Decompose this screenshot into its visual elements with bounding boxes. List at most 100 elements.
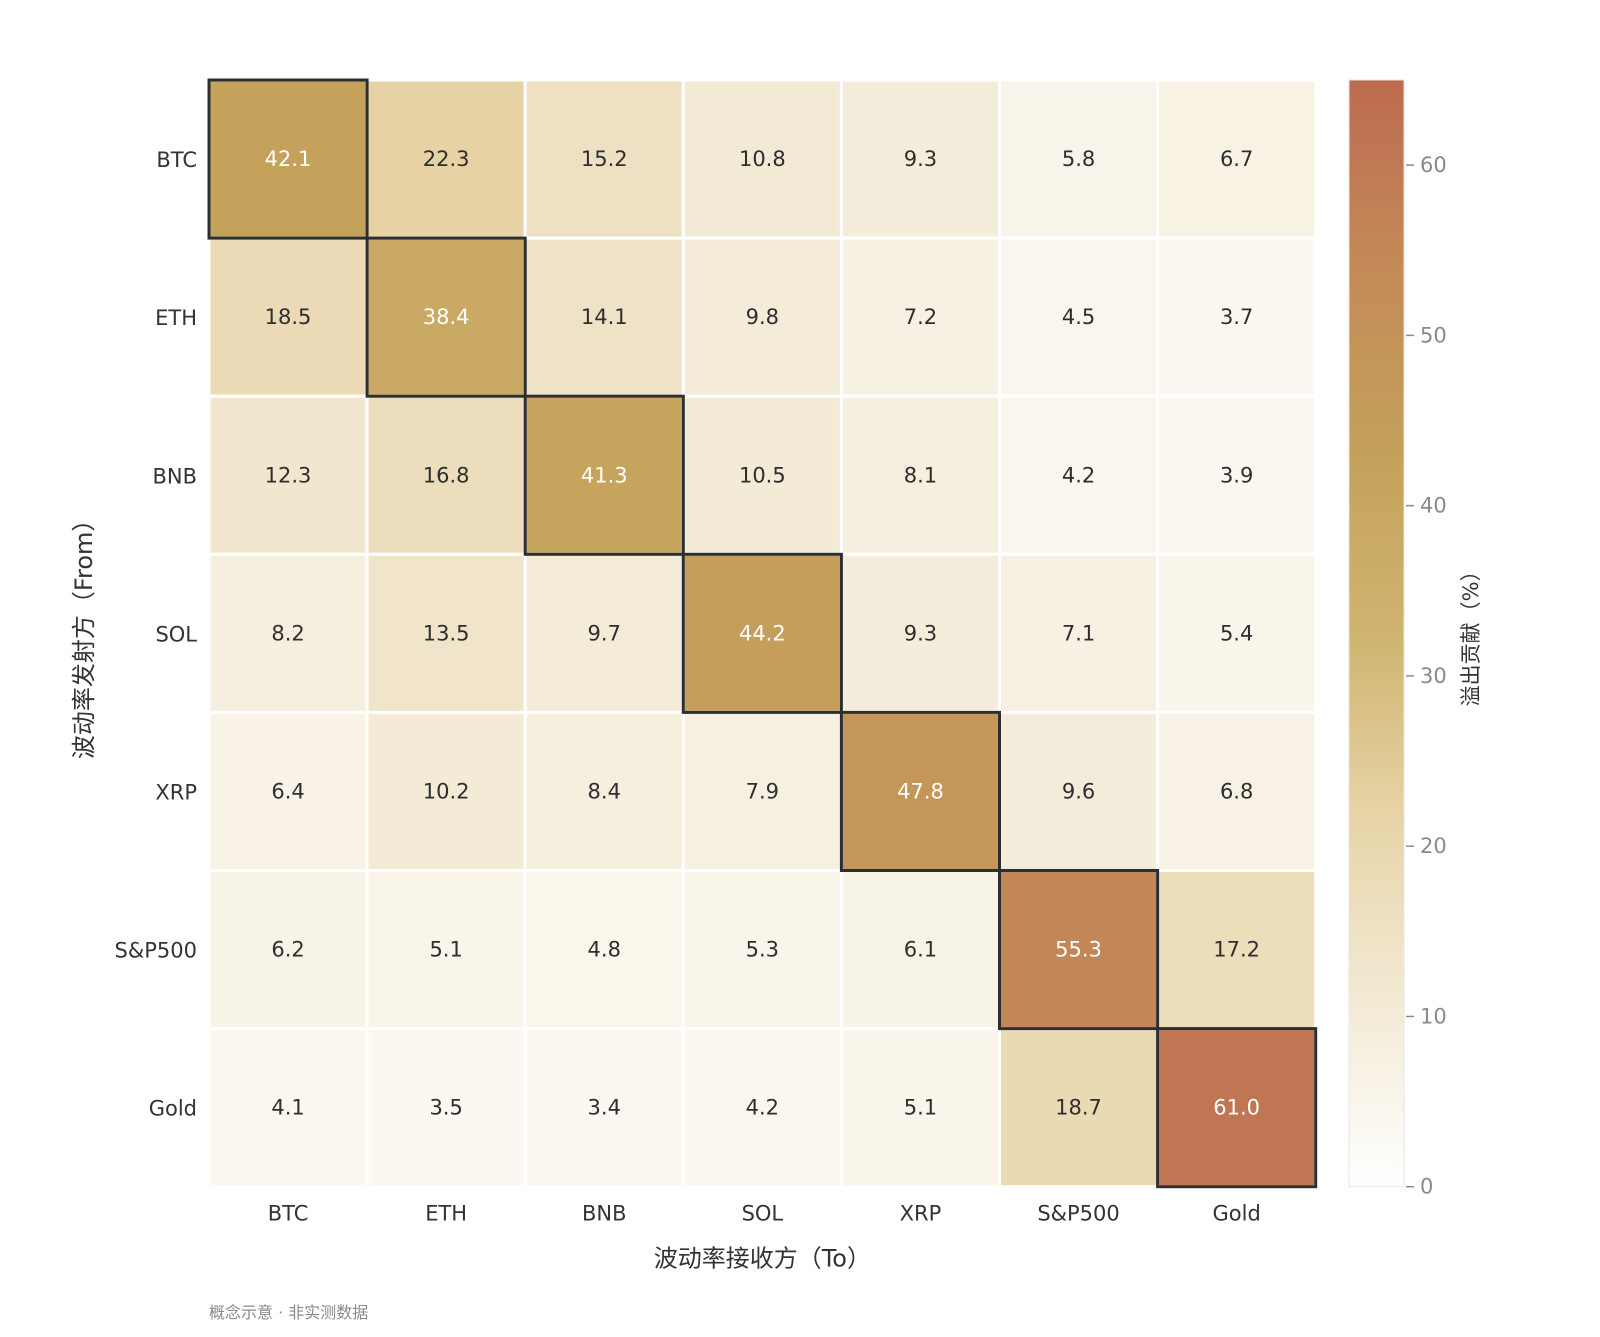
- cell-value-label: 7.2: [904, 305, 937, 329]
- x-tick-label: Gold: [1213, 1202, 1261, 1226]
- x-tick-label: BTC: [268, 1202, 309, 1226]
- cell-value-label: 5.8: [1062, 147, 1095, 171]
- colorbar-tick-label: 60: [1420, 153, 1447, 177]
- heatmap-cell: [839, 236, 1002, 398]
- cell-value-label: 10.2: [423, 779, 470, 803]
- diagonal-highlights: [207, 78, 1318, 1189]
- colorbar-tick-label: 0: [1420, 1175, 1433, 1199]
- colorbar-ticks: 0 10 20 30 40 50 60: [1406, 153, 1447, 1199]
- heatmap-cell: [207, 78, 369, 240]
- heatmap-cell: [1156, 394, 1318, 556]
- diagonal-highlight: [839, 710, 1002, 873]
- cell-value-label: 3.4: [588, 1096, 621, 1120]
- diagonal-highlight: [365, 236, 527, 398]
- cell-value-label: 9.6: [1062, 779, 1095, 803]
- colorbar: [1348, 79, 1405, 1188]
- heatmap-cell: [207, 236, 369, 398]
- cell-value-labels: 42.1 22.3 15.2 10.8 9.3 5.8 6.7 18.5 38.4 14.1 9.8…: [265, 147, 1260, 1120]
- x-tick-label: ETH: [425, 1202, 467, 1226]
- heatmap-cell: [365, 869, 527, 1031]
- cell-value-label: 47.8: [897, 779, 944, 803]
- heatmap-cell: [1156, 236, 1318, 398]
- cell-value-label: 22.3: [423, 147, 470, 171]
- cell-value-label: 6.1: [904, 938, 937, 962]
- cell-value-label: 12.3: [265, 463, 312, 487]
- cell-value-label: 9.7: [588, 621, 621, 645]
- heatmap-cell: [1156, 552, 1318, 714]
- cell-value-label: 17.2: [1213, 938, 1260, 962]
- cell-value-label: 3.9: [1220, 463, 1253, 487]
- heatmap-cell: [365, 552, 527, 714]
- cell-value-label: 10.8: [739, 147, 786, 171]
- cell-value-label: 4.5: [1062, 305, 1095, 329]
- heatmap-cell: [207, 869, 369, 1031]
- heatmap-cell: [998, 78, 1160, 240]
- x-tick-label: SOL: [742, 1202, 784, 1226]
- diagonal-highlight: [681, 552, 843, 714]
- cell-value-label: 5.1: [429, 938, 462, 962]
- cell-value-label: 13.5: [423, 621, 470, 645]
- cell-value-label: 5.4: [1220, 621, 1253, 645]
- heatmap-cell: [998, 1027, 1160, 1189]
- cell-value-label: 41.3: [581, 463, 628, 487]
- y-tick-label: BNB: [152, 464, 197, 488]
- footnote: 概念示意 · 非实测数据: [209, 1303, 369, 1322]
- cell-value-label: 4.2: [746, 1096, 779, 1120]
- y-tick-label: SOL: [155, 622, 197, 646]
- heatmap-cell: [839, 394, 1002, 556]
- heatmap-cell: [207, 1027, 369, 1189]
- cell-value-label: 3.5: [429, 1096, 462, 1120]
- heatmap-cell: [1156, 1027, 1318, 1189]
- colorbar-tick-label: 10: [1420, 1004, 1447, 1028]
- cell-value-label: 6.2: [271, 938, 304, 962]
- cell-value-label: 15.2: [581, 147, 628, 171]
- cell-value-label: 16.8: [423, 463, 470, 487]
- x-axis-ticks: BTC ETH BNB SOL XRP S&P500 Gold: [268, 1202, 1261, 1226]
- cell-value-label: 5.3: [746, 938, 779, 962]
- cell-value-label: 18.5: [265, 305, 312, 329]
- cell-value-label: 38.4: [423, 305, 470, 329]
- diagonal-highlight: [1156, 1027, 1318, 1189]
- y-axis-ticks: BTC ETH BNB SOL XRP S&P500 Gold: [115, 148, 198, 1121]
- cell-value-label: 8.2: [271, 621, 304, 645]
- heatmap-cell: [365, 78, 527, 240]
- heatmap-cell: [523, 710, 685, 873]
- cell-value-label: 4.1: [271, 1096, 304, 1120]
- heatmap-cell: [681, 869, 843, 1031]
- cell-value-label: 14.1: [581, 305, 628, 329]
- diagonal-highlight: [523, 394, 685, 556]
- y-tick-label: Gold: [149, 1097, 197, 1121]
- cell-value-label: 9.8: [746, 305, 779, 329]
- cell-value-label: 4.2: [1062, 463, 1095, 487]
- y-tick-label: BTC: [156, 148, 197, 172]
- heatmap-cell: [681, 1027, 843, 1189]
- y-tick-label: ETH: [155, 306, 197, 330]
- cell-value-label: 18.7: [1055, 1096, 1102, 1120]
- x-axis-title: 波动率接收方（To）: [654, 1245, 871, 1273]
- colorbar-label: 溢出贡献（%）: [1459, 560, 1483, 706]
- heatmap-cell: [998, 552, 1160, 714]
- heatmap-cell: [207, 710, 369, 873]
- cell-value-label: 6.8: [1220, 779, 1253, 803]
- cell-value-label: 8.1: [904, 463, 937, 487]
- heatmap-cell: [839, 1027, 1002, 1189]
- x-tick-label: BNB: [582, 1202, 627, 1226]
- heatmap-cell: [523, 1027, 685, 1189]
- heatmap-cell: [998, 394, 1160, 556]
- cell-value-label: 7.9: [746, 779, 779, 803]
- heatmap-cell: [523, 236, 685, 398]
- cell-value-label: 44.2: [739, 621, 786, 645]
- cell-value-label: 10.5: [739, 463, 786, 487]
- cell-value-label: 6.4: [271, 779, 304, 803]
- colorbar-tick-label: 20: [1420, 834, 1447, 858]
- heatmap-cell: [681, 552, 843, 714]
- cell-value-label: 7.1: [1062, 621, 1095, 645]
- heatmap-cell: [1156, 869, 1318, 1031]
- cell-value-label: 61.0: [1213, 1096, 1260, 1120]
- cell-value-label: 9.3: [904, 621, 937, 645]
- diagonal-highlight: [207, 78, 369, 240]
- cell-value-label: 3.7: [1220, 305, 1253, 329]
- cell-value-label: 6.7: [1220, 147, 1253, 171]
